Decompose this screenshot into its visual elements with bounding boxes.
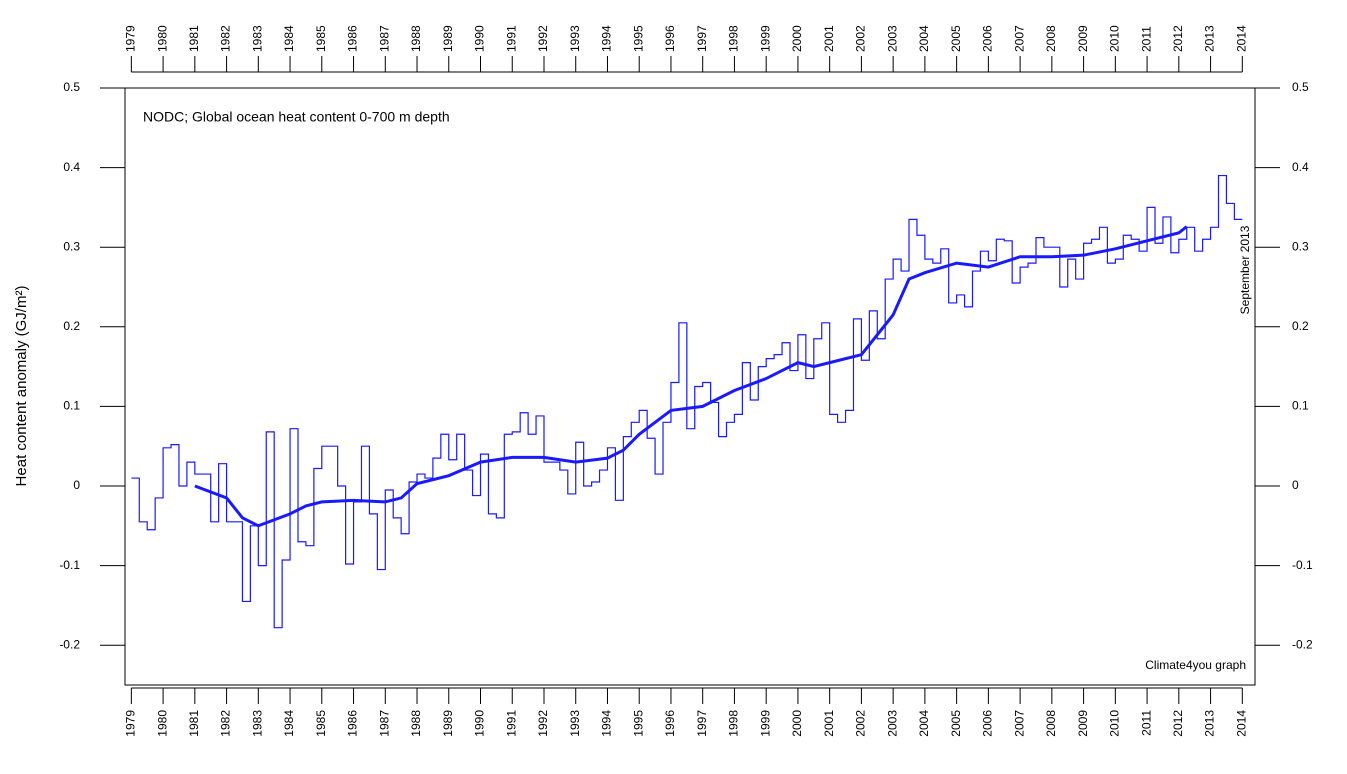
x-tick-label: 2014 — [1234, 25, 1248, 52]
x-tick-label: 2000 — [790, 25, 804, 52]
x-tick-label: 1992 — [536, 25, 550, 52]
x-tick-label: 2004 — [917, 710, 931, 737]
x-tick-label: 1988 — [409, 25, 423, 52]
y-tick-label: 0.2 — [1292, 319, 1309, 333]
x-tick-label: 2006 — [981, 710, 995, 737]
x-tick-label: 1997 — [695, 710, 709, 737]
x-tick-label: 1998 — [727, 25, 741, 52]
x-tick-label: 1984 — [282, 710, 296, 737]
x-tick-label: 2008 — [1044, 25, 1058, 52]
x-tick-label: 2005 — [949, 25, 963, 52]
y-tick-label: 0.3 — [1292, 239, 1309, 253]
x-tick-label: 1982 — [219, 710, 233, 737]
x-tick-label: 1989 — [441, 710, 455, 737]
x-tick-label: 1979 — [124, 25, 138, 52]
x-tick-label: 1990 — [473, 710, 487, 737]
x-tick-label: 1984 — [282, 25, 296, 52]
y-tick-label: 0.1 — [1292, 399, 1309, 413]
y-tick-label: -0.1 — [59, 558, 80, 572]
x-tick-label: 1988 — [409, 710, 423, 737]
x-tick-label: 2004 — [917, 25, 931, 52]
x-tick-label: 1997 — [695, 25, 709, 52]
x-tick-label: 2006 — [981, 25, 995, 52]
x-tick-label: 1999 — [758, 25, 772, 52]
x-tick-label: 1979 — [124, 710, 138, 737]
y-tick-label: 0 — [73, 478, 80, 492]
y-tick-label: 0.5 — [1292, 80, 1309, 94]
y-tick-label: 0.4 — [1292, 160, 1309, 174]
running-mean — [194, 225, 1188, 528]
x-tick-label: 1994 — [600, 710, 614, 737]
y-tick-label: 0.4 — [63, 160, 80, 174]
x-tick-label: 1986 — [346, 25, 360, 52]
y-tick-label: -0.1 — [1292, 558, 1313, 572]
x-tick-label: 1993 — [568, 710, 582, 737]
x-tick-label: 2011 — [1139, 26, 1153, 52]
x-tick-label: 2001 — [822, 25, 836, 52]
y-tick-label: 0.1 — [63, 399, 80, 413]
x-tick-label: 2007 — [1012, 710, 1026, 737]
x-tick-label: 1991 — [504, 710, 518, 737]
y-tick-label: 0.3 — [63, 239, 80, 253]
y-tick-label: 0.2 — [63, 319, 80, 333]
x-tick-label: 2005 — [949, 710, 963, 737]
x-tick-label: 1985 — [314, 25, 328, 52]
x-tick-label: 1982 — [219, 25, 233, 52]
x-tick-label: 1981 — [187, 710, 201, 737]
x-tick-label: 1981 — [187, 25, 201, 52]
annotation: Climate4you graph — [1145, 658, 1246, 672]
step-line — [131, 174, 1243, 629]
y-tick-label: -0.2 — [59, 637, 80, 651]
x-tick-label: 1995 — [631, 710, 645, 737]
x-tick-label: 1987 — [377, 25, 391, 52]
x-tick-label: 2013 — [1203, 710, 1217, 737]
x-tick-label: 1998 — [727, 710, 741, 737]
x-tick-label: 2000 — [790, 710, 804, 737]
x-tick-label: 2009 — [1076, 710, 1090, 737]
x-tick-label: 1985 — [314, 710, 328, 737]
x-tick-label: 1986 — [346, 710, 360, 737]
x-tick-label: 2003 — [885, 25, 899, 52]
x-tick-label: 1990 — [473, 25, 487, 52]
x-tick-label: 2007 — [1012, 25, 1026, 52]
x-tick-label: 2003 — [885, 710, 899, 737]
y-axis-label: Heat content anomaly (GJ/m²) — [13, 286, 30, 487]
x-tick-label: 1989 — [441, 25, 455, 52]
x-tick-label: 2012 — [1171, 710, 1185, 737]
x-tick-label: 2010 — [1108, 710, 1122, 737]
x-tick-label: 2012 — [1171, 25, 1185, 52]
x-tick-label: 2002 — [854, 710, 868, 737]
x-tick-label: 1994 — [600, 25, 614, 52]
x-tick-label: 1999 — [758, 710, 772, 737]
y-tick-label: 0.5 — [63, 80, 80, 94]
x-tick-label: 1996 — [663, 710, 677, 737]
chart-title: NODC; Global ocean heat content 0-700 m … — [143, 109, 450, 125]
x-tick-label: 2010 — [1108, 25, 1122, 52]
y-tick-label: -0.2 — [1292, 637, 1313, 651]
x-tick-label: 2011 — [1139, 710, 1153, 736]
x-tick-label: 2001 — [822, 710, 836, 737]
y-tick-label: 0 — [1292, 478, 1299, 492]
x-tick-label: 1983 — [250, 25, 264, 52]
x-tick-label: 1993 — [568, 25, 582, 52]
x-tick-label: 1995 — [631, 25, 645, 52]
x-tick-label: 1980 — [155, 710, 169, 737]
x-tick-label: 2013 — [1203, 25, 1217, 52]
x-tick-label: 1987 — [377, 710, 391, 737]
x-tick-label: 1980 — [155, 25, 169, 52]
plot-frame — [124, 87, 1256, 686]
x-tick-label: 1992 — [536, 710, 550, 737]
x-tick-label: 2014 — [1234, 710, 1248, 737]
x-tick-label: 2009 — [1076, 25, 1090, 52]
x-tick-label: 2008 — [1044, 710, 1058, 737]
x-tick-label: 1991 — [504, 25, 518, 52]
x-tick-label: 1996 — [663, 25, 677, 52]
x-tick-label: 1983 — [250, 710, 264, 737]
annotation: September 2013 — [1238, 225, 1252, 314]
x-tick-label: 2002 — [854, 25, 868, 52]
